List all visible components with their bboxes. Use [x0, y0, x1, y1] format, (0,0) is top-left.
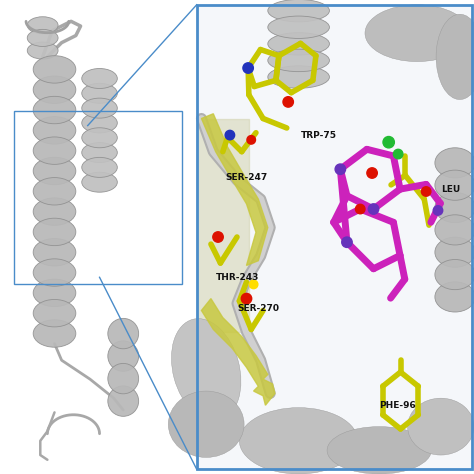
Text: TRP-75: TRP-75: [301, 131, 337, 139]
Circle shape: [421, 187, 431, 196]
Ellipse shape: [435, 148, 474, 178]
Bar: [197, 5, 472, 469]
Ellipse shape: [33, 117, 76, 144]
Ellipse shape: [33, 259, 76, 286]
Ellipse shape: [108, 341, 138, 371]
Text: SER-270: SER-270: [237, 304, 279, 312]
Ellipse shape: [33, 96, 76, 124]
Bar: [0, 0, 209, 474]
Ellipse shape: [82, 69, 117, 89]
Ellipse shape: [327, 427, 431, 474]
Text: THR-243: THR-243: [216, 273, 259, 282]
Ellipse shape: [82, 83, 117, 103]
Circle shape: [335, 164, 346, 174]
Ellipse shape: [27, 29, 58, 46]
Circle shape: [225, 130, 235, 140]
Ellipse shape: [239, 408, 358, 474]
Ellipse shape: [33, 218, 76, 246]
Polygon shape: [201, 114, 268, 265]
Ellipse shape: [33, 279, 76, 307]
Circle shape: [283, 97, 293, 107]
Ellipse shape: [33, 178, 76, 205]
Circle shape: [367, 168, 377, 178]
Bar: [14, 111, 182, 284]
Ellipse shape: [33, 320, 76, 347]
Ellipse shape: [435, 215, 474, 245]
Circle shape: [433, 206, 443, 215]
Ellipse shape: [33, 300, 76, 327]
Ellipse shape: [435, 282, 474, 312]
Circle shape: [249, 280, 258, 289]
Bar: [197, 5, 472, 469]
Ellipse shape: [82, 128, 117, 148]
Ellipse shape: [435, 192, 474, 223]
Ellipse shape: [435, 259, 474, 290]
Circle shape: [368, 204, 379, 214]
Ellipse shape: [168, 391, 244, 457]
Polygon shape: [201, 299, 275, 405]
Ellipse shape: [268, 66, 329, 88]
Circle shape: [213, 232, 223, 242]
Ellipse shape: [172, 319, 241, 421]
Circle shape: [241, 293, 252, 304]
Ellipse shape: [268, 16, 329, 38]
Circle shape: [247, 136, 255, 144]
Ellipse shape: [27, 17, 58, 34]
Ellipse shape: [82, 113, 117, 133]
Ellipse shape: [33, 56, 76, 83]
Ellipse shape: [268, 0, 329, 22]
Circle shape: [393, 149, 403, 159]
Ellipse shape: [82, 143, 117, 163]
Ellipse shape: [82, 157, 117, 177]
Ellipse shape: [435, 170, 474, 201]
Text: LEU: LEU: [441, 185, 460, 194]
Text: SER-247: SER-247: [225, 173, 267, 182]
Circle shape: [342, 237, 352, 247]
Ellipse shape: [108, 319, 138, 349]
Ellipse shape: [108, 364, 138, 394]
Ellipse shape: [108, 386, 138, 416]
Ellipse shape: [33, 76, 76, 103]
Circle shape: [243, 63, 253, 73]
Ellipse shape: [33, 238, 76, 266]
Ellipse shape: [33, 157, 76, 185]
Ellipse shape: [436, 14, 474, 100]
Ellipse shape: [268, 33, 329, 55]
Ellipse shape: [82, 98, 117, 118]
Ellipse shape: [27, 42, 58, 59]
Ellipse shape: [268, 49, 329, 72]
Ellipse shape: [435, 237, 474, 267]
Ellipse shape: [408, 398, 474, 455]
Ellipse shape: [33, 137, 76, 164]
Ellipse shape: [33, 198, 76, 225]
Ellipse shape: [365, 5, 469, 62]
Ellipse shape: [82, 172, 117, 192]
Circle shape: [383, 137, 394, 148]
Text: PHE-96: PHE-96: [379, 401, 416, 410]
Circle shape: [356, 204, 365, 214]
